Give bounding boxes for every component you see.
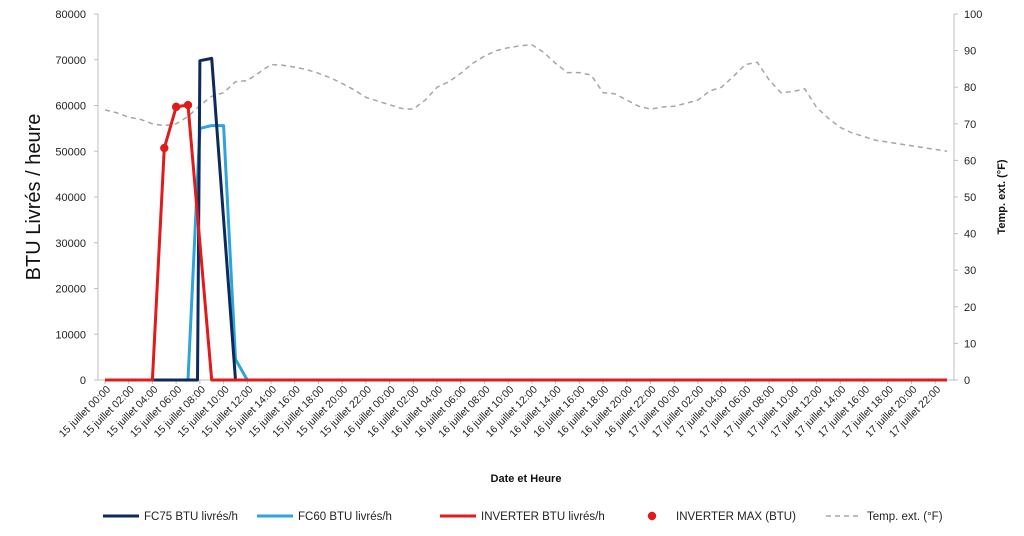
legend: FC75 BTU livrés/h FC60 BTU livrés/h INVERT… — [103, 511, 943, 523]
y-tick-label: 30000 — [55, 238, 86, 250]
y-tick-label: 0 — [80, 375, 86, 387]
y2-tick-label: 10 — [964, 338, 976, 350]
inverter-max-point — [171, 102, 181, 112]
y2-tick-label: 50 — [964, 192, 976, 204]
y-tick-label: 50000 — [55, 146, 86, 158]
temperature-series-line — [104, 43, 948, 153]
inverter-max-point — [160, 143, 169, 153]
y2-tick-label: 0 — [964, 375, 970, 387]
legend-label: Temp. ext. (°F) — [867, 511, 943, 523]
y2-tick-label: 20 — [964, 302, 976, 314]
plot-area — [104, 43, 948, 382]
y-tick-label: 20000 — [55, 284, 86, 296]
inverter-max-point — [183, 100, 193, 110]
y2-tick-label: 60 — [964, 155, 976, 167]
left-y-axis: 0 10000 20000 30000 40000 50000 60000 70000 8000… — [55, 9, 99, 387]
legend-marker — [647, 511, 657, 521]
y-tick-label: 40000 — [55, 192, 86, 204]
y-axis-title: BTU Livrés / heure — [23, 114, 45, 281]
y2-tick-label: 70 — [964, 119, 976, 131]
right-y-axis: 0 10 20 30 40 50 60 70 80 90 100 — [953, 9, 982, 387]
y2-tick-label: 90 — [964, 46, 976, 58]
y2-tick-label: 30 — [964, 265, 976, 277]
y-tick-label: 80000 — [55, 9, 86, 21]
y-tick-label: 60000 — [55, 101, 86, 113]
y2-tick-label: 40 — [964, 229, 976, 241]
y2-tick-label: 100 — [964, 9, 982, 21]
y-tick-label: 10000 — [55, 329, 86, 341]
fc75-series-line — [105, 56, 947, 382]
y2-axis-title: Temp. ext. (°F) — [996, 159, 1008, 234]
y2-tick-label: 80 — [964, 82, 976, 94]
legend-label: INVERTER MAX (BTU) — [676, 511, 796, 523]
legend-label: FC75 BTU livrés/h — [144, 511, 238, 523]
y-tick-label: 70000 — [55, 55, 86, 67]
legend-label: FC60 BTU livrés/h — [298, 511, 392, 523]
x-axis-title: Date et Heure — [491, 473, 562, 485]
legend-label: INVERTER BTU livrés/h — [481, 511, 605, 523]
